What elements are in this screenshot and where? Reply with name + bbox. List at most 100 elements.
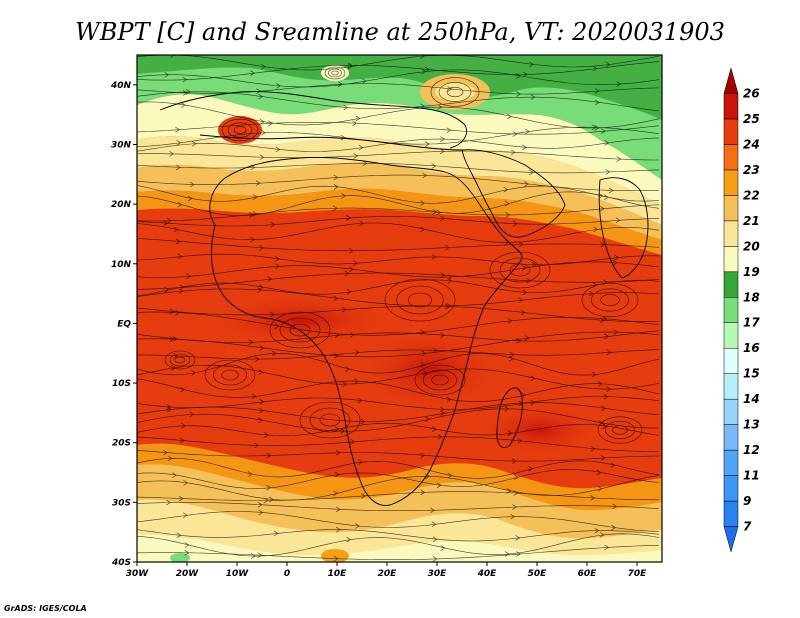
streamline-arrow	[264, 432, 269, 438]
streamline-arrow	[189, 181, 195, 188]
streamline	[137, 150, 659, 161]
colorbar-label: 22	[743, 188, 760, 202]
lat-tick-label: 10N	[111, 260, 132, 270]
streamline-arrow	[345, 366, 350, 372]
streamline-arrow	[445, 244, 450, 251]
lon-tick-label: 40E	[477, 569, 498, 579]
streamline-arrow	[349, 266, 354, 273]
streamline-arrow	[506, 113, 512, 120]
band-darkgreen-north	[137, 55, 662, 120]
streamline-arrow	[432, 209, 438, 215]
streamline-arrow	[248, 339, 254, 345]
streamline-vortex	[414, 364, 466, 396]
streamline-vortex	[430, 77, 480, 107]
streamline-arrow	[608, 187, 614, 194]
streamline-arrow	[177, 201, 183, 208]
lat-tick-label: 30N	[111, 140, 132, 150]
streamline-arrow	[614, 254, 620, 261]
streamline-arrow	[354, 349, 360, 356]
streamline-arrow	[515, 535, 521, 541]
streamline	[137, 529, 660, 542]
streamline-arrow	[424, 66, 430, 73]
streamline-arrow	[333, 555, 339, 562]
streamline-vortex	[446, 86, 464, 98]
streamline-arrow	[440, 332, 445, 339]
streamline-arrow	[347, 62, 353, 69]
streamline-arrow	[520, 309, 526, 316]
streamline-arrow	[424, 141, 430, 147]
streamline-arrow	[604, 544, 610, 551]
streamline-arrow	[173, 353, 178, 359]
streamline-arrow	[341, 192, 346, 199]
streamline-arrow	[360, 418, 366, 425]
streamline-arrow	[183, 512, 188, 519]
streamline-arrow	[518, 241, 524, 248]
streamline	[137, 216, 660, 227]
wbpt-field	[137, 55, 662, 562]
streamline-arrow	[420, 55, 425, 59]
streamline-vortex	[438, 82, 472, 102]
streamline-arrow	[516, 73, 521, 79]
streamline	[137, 91, 660, 112]
streamline-vortex	[169, 353, 191, 367]
streamline-arrow	[342, 306, 347, 313]
streamline-arrow	[349, 247, 354, 254]
band-orange-north	[137, 162, 662, 240]
streamline-arrow	[594, 88, 600, 94]
streamline-arrow	[187, 195, 193, 202]
colorbar-segment	[723, 475, 739, 502]
streamline-arrow	[358, 459, 363, 465]
streamline-arrow	[606, 349, 612, 356]
streamline-arrow	[273, 530, 279, 537]
streamline-arrow	[529, 61, 534, 68]
streamline-arrow	[610, 462, 616, 468]
streamline	[137, 137, 660, 152]
colorbar-label: 16	[743, 341, 760, 355]
colorbar-segment	[723, 93, 739, 120]
streamline-arrow	[259, 399, 265, 405]
streamline	[137, 305, 660, 322]
streamline-arrow	[164, 287, 170, 293]
streamline-arrow	[599, 532, 605, 538]
streamline	[137, 436, 660, 452]
streamline-arrow	[254, 442, 260, 449]
streamline-vortex	[605, 420, 635, 440]
streamline-arrow	[333, 490, 338, 497]
streamline-arrow	[530, 375, 536, 382]
streamline-arrow	[354, 378, 359, 384]
streamline	[137, 83, 660, 95]
streamline-arrow	[346, 215, 352, 221]
colorbar-segment	[723, 373, 739, 400]
colorbar-label: 15	[743, 367, 760, 381]
streamline-arrow	[346, 289, 352, 295]
streamline-arrow	[166, 404, 172, 410]
streamline-arrow	[612, 503, 618, 510]
colorbar-lower-triangle	[723, 526, 739, 553]
streamline-arrow	[590, 446, 596, 452]
africa-coastline	[209, 157, 523, 506]
streamline-arrow	[361, 493, 366, 499]
streamline-arrow	[266, 485, 272, 491]
streamline-arrow	[524, 335, 530, 341]
colorbar: 7 9 11 12 13 14 15 16 17 18 19 20 21 22 23 24 25 26	[723, 67, 760, 553]
colorbar-segment	[723, 398, 739, 425]
streamline-arrow	[266, 452, 272, 459]
streamline	[137, 511, 660, 532]
streamline-arrow	[259, 407, 264, 414]
streamline-arrow	[420, 452, 426, 459]
streamline-arrow	[509, 355, 514, 362]
streamline-arrow	[336, 526, 341, 533]
streamline-arrow	[178, 495, 184, 502]
streamline-arrow	[171, 364, 176, 371]
lon-tick-label: 70E	[628, 569, 648, 579]
streamline-arrow	[258, 284, 264, 290]
streamline-arrow	[420, 362, 426, 368]
streamline-arrow	[613, 329, 619, 335]
streamline-arrow	[524, 181, 529, 187]
arabia-coastline	[461, 149, 566, 238]
india-coastline	[598, 177, 649, 279]
streamline	[137, 502, 660, 511]
colorbar-label: 13	[743, 418, 760, 432]
streamline-arrow	[180, 102, 186, 108]
colorbar-label: 12	[743, 443, 760, 457]
